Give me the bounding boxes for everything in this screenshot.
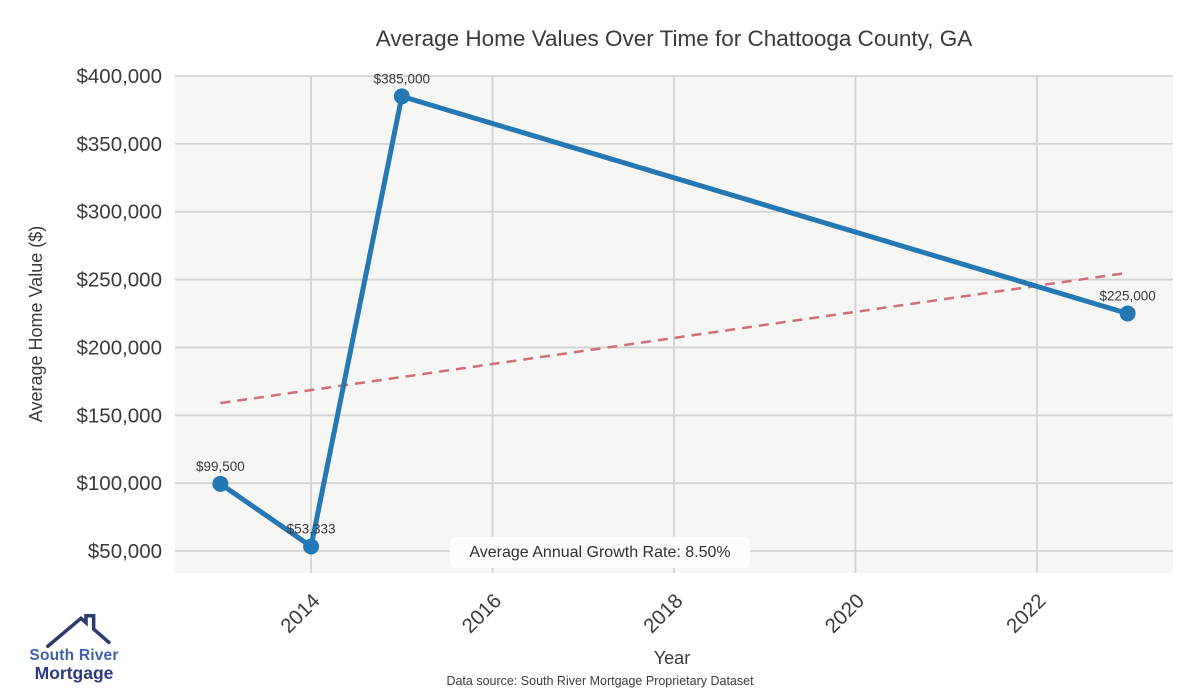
growth-rate-annotation: Average Annual Growth Rate: 8.50%	[450, 537, 750, 568]
x-tick-label: 2020	[820, 589, 869, 638]
y-tick-label: $350,000	[76, 133, 162, 156]
x-tick-label: 2016	[458, 589, 507, 638]
chart-title: Average Home Values Over Time for Chatto…	[375, 26, 973, 51]
data-point[interactable]	[303, 538, 320, 555]
data-source-note: Data source: South River Mortgage Propri…	[446, 674, 754, 688]
y-tick-label: $250,000	[76, 269, 162, 292]
logo-text-bottom: Mortgage	[34, 663, 114, 683]
data-point-label: $53,333	[287, 521, 336, 536]
x-tick-label: 2022	[1002, 589, 1051, 638]
data-point[interactable]	[393, 88, 410, 105]
data-point-label: $99,500	[196, 459, 245, 474]
growth-rate-annotation-text: Average Annual Growth Rate: 8.50%	[469, 544, 731, 561]
y-tick-label: $200,000	[76, 336, 162, 359]
series-line	[217, 93, 1131, 549]
x-tick-label: 2014	[276, 589, 325, 638]
logo-text-top: South River	[29, 647, 119, 664]
house-roof-icon-path	[46, 613, 111, 649]
data-point-label: $385,000	[374, 71, 430, 86]
x-tick-label: 2018	[639, 589, 688, 638]
data-point-label: $225,000	[1099, 289, 1155, 304]
data-point[interactable]	[212, 475, 229, 492]
y-tick-label: $150,000	[76, 404, 162, 427]
y-tick-label: $300,000	[76, 201, 162, 224]
x-axis-label: Year	[653, 648, 691, 668]
y-tick-label: $100,000	[76, 472, 162, 495]
company-logo: South River Mortgage	[4, 610, 144, 690]
house-roof-icon	[46, 613, 111, 649]
y-tick-label: $50,000	[88, 540, 162, 563]
data-point[interactable]	[1119, 305, 1136, 322]
y-tick-label: $400,000	[76, 65, 162, 88]
